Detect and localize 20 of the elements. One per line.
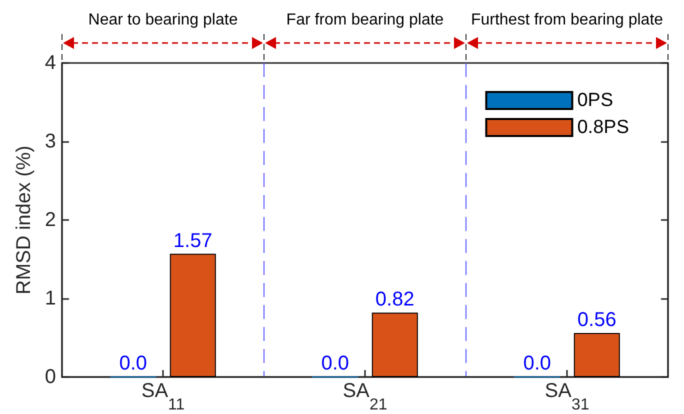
data-label: 0.0	[523, 352, 552, 374]
y-tick-label: 0	[44, 366, 56, 388]
legend-label: 0.8PS	[577, 117, 630, 138]
data-label: 0.0	[321, 352, 350, 374]
y-tick-label: 2	[44, 209, 56, 231]
y-tick-label: 4	[44, 52, 56, 74]
bar	[372, 312, 418, 377]
data-label: 0.56	[577, 309, 616, 332]
y-tick-label: 1	[44, 288, 56, 310]
text: Furthest from bearing plate	[470, 12, 664, 28]
bar	[574, 333, 620, 377]
data-label: 1.57	[173, 230, 212, 252]
legend-label: 0PS	[577, 90, 614, 111]
data-label: 0.0	[119, 352, 148, 374]
y-tick-label: 3	[44, 130, 56, 152]
y-axis-title: RMSD index (%)	[12, 146, 35, 294]
bar	[170, 254, 216, 377]
data-label: 0.82	[375, 288, 414, 311]
text: Near to bearing plate	[88, 12, 238, 28]
text: Far from bearing plate	[286, 12, 444, 28]
